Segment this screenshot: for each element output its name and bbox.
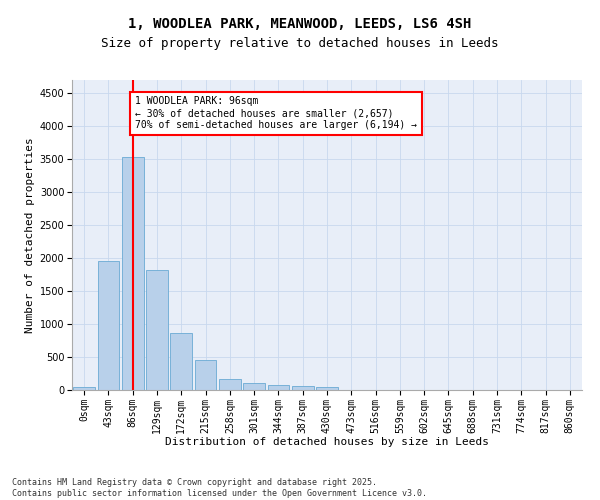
Bar <box>73 386 95 390</box>
Bar <box>170 334 192 390</box>
Text: Contains HM Land Registry data © Crown copyright and database right 2025.
Contai: Contains HM Land Registry data © Crown c… <box>12 478 427 498</box>
Bar <box>146 270 168 390</box>
Bar <box>292 386 314 390</box>
Text: 1 WOODLEA PARK: 96sqm
← 30% of detached houses are smaller (2,657)
70% of semi-d: 1 WOODLEA PARK: 96sqm ← 30% of detached … <box>135 96 417 130</box>
Bar <box>316 386 338 390</box>
Text: 1, WOODLEA PARK, MEANWOOD, LEEDS, LS6 4SH: 1, WOODLEA PARK, MEANWOOD, LEEDS, LS6 4S… <box>128 18 472 32</box>
X-axis label: Distribution of detached houses by size in Leeds: Distribution of detached houses by size … <box>165 437 489 447</box>
Y-axis label: Number of detached properties: Number of detached properties <box>25 137 35 333</box>
Bar <box>194 360 217 390</box>
Bar <box>97 262 119 390</box>
Bar <box>219 379 241 390</box>
Bar <box>122 157 143 390</box>
Bar <box>268 386 289 390</box>
Text: Size of property relative to detached houses in Leeds: Size of property relative to detached ho… <box>101 38 499 51</box>
Bar <box>243 384 265 390</box>
